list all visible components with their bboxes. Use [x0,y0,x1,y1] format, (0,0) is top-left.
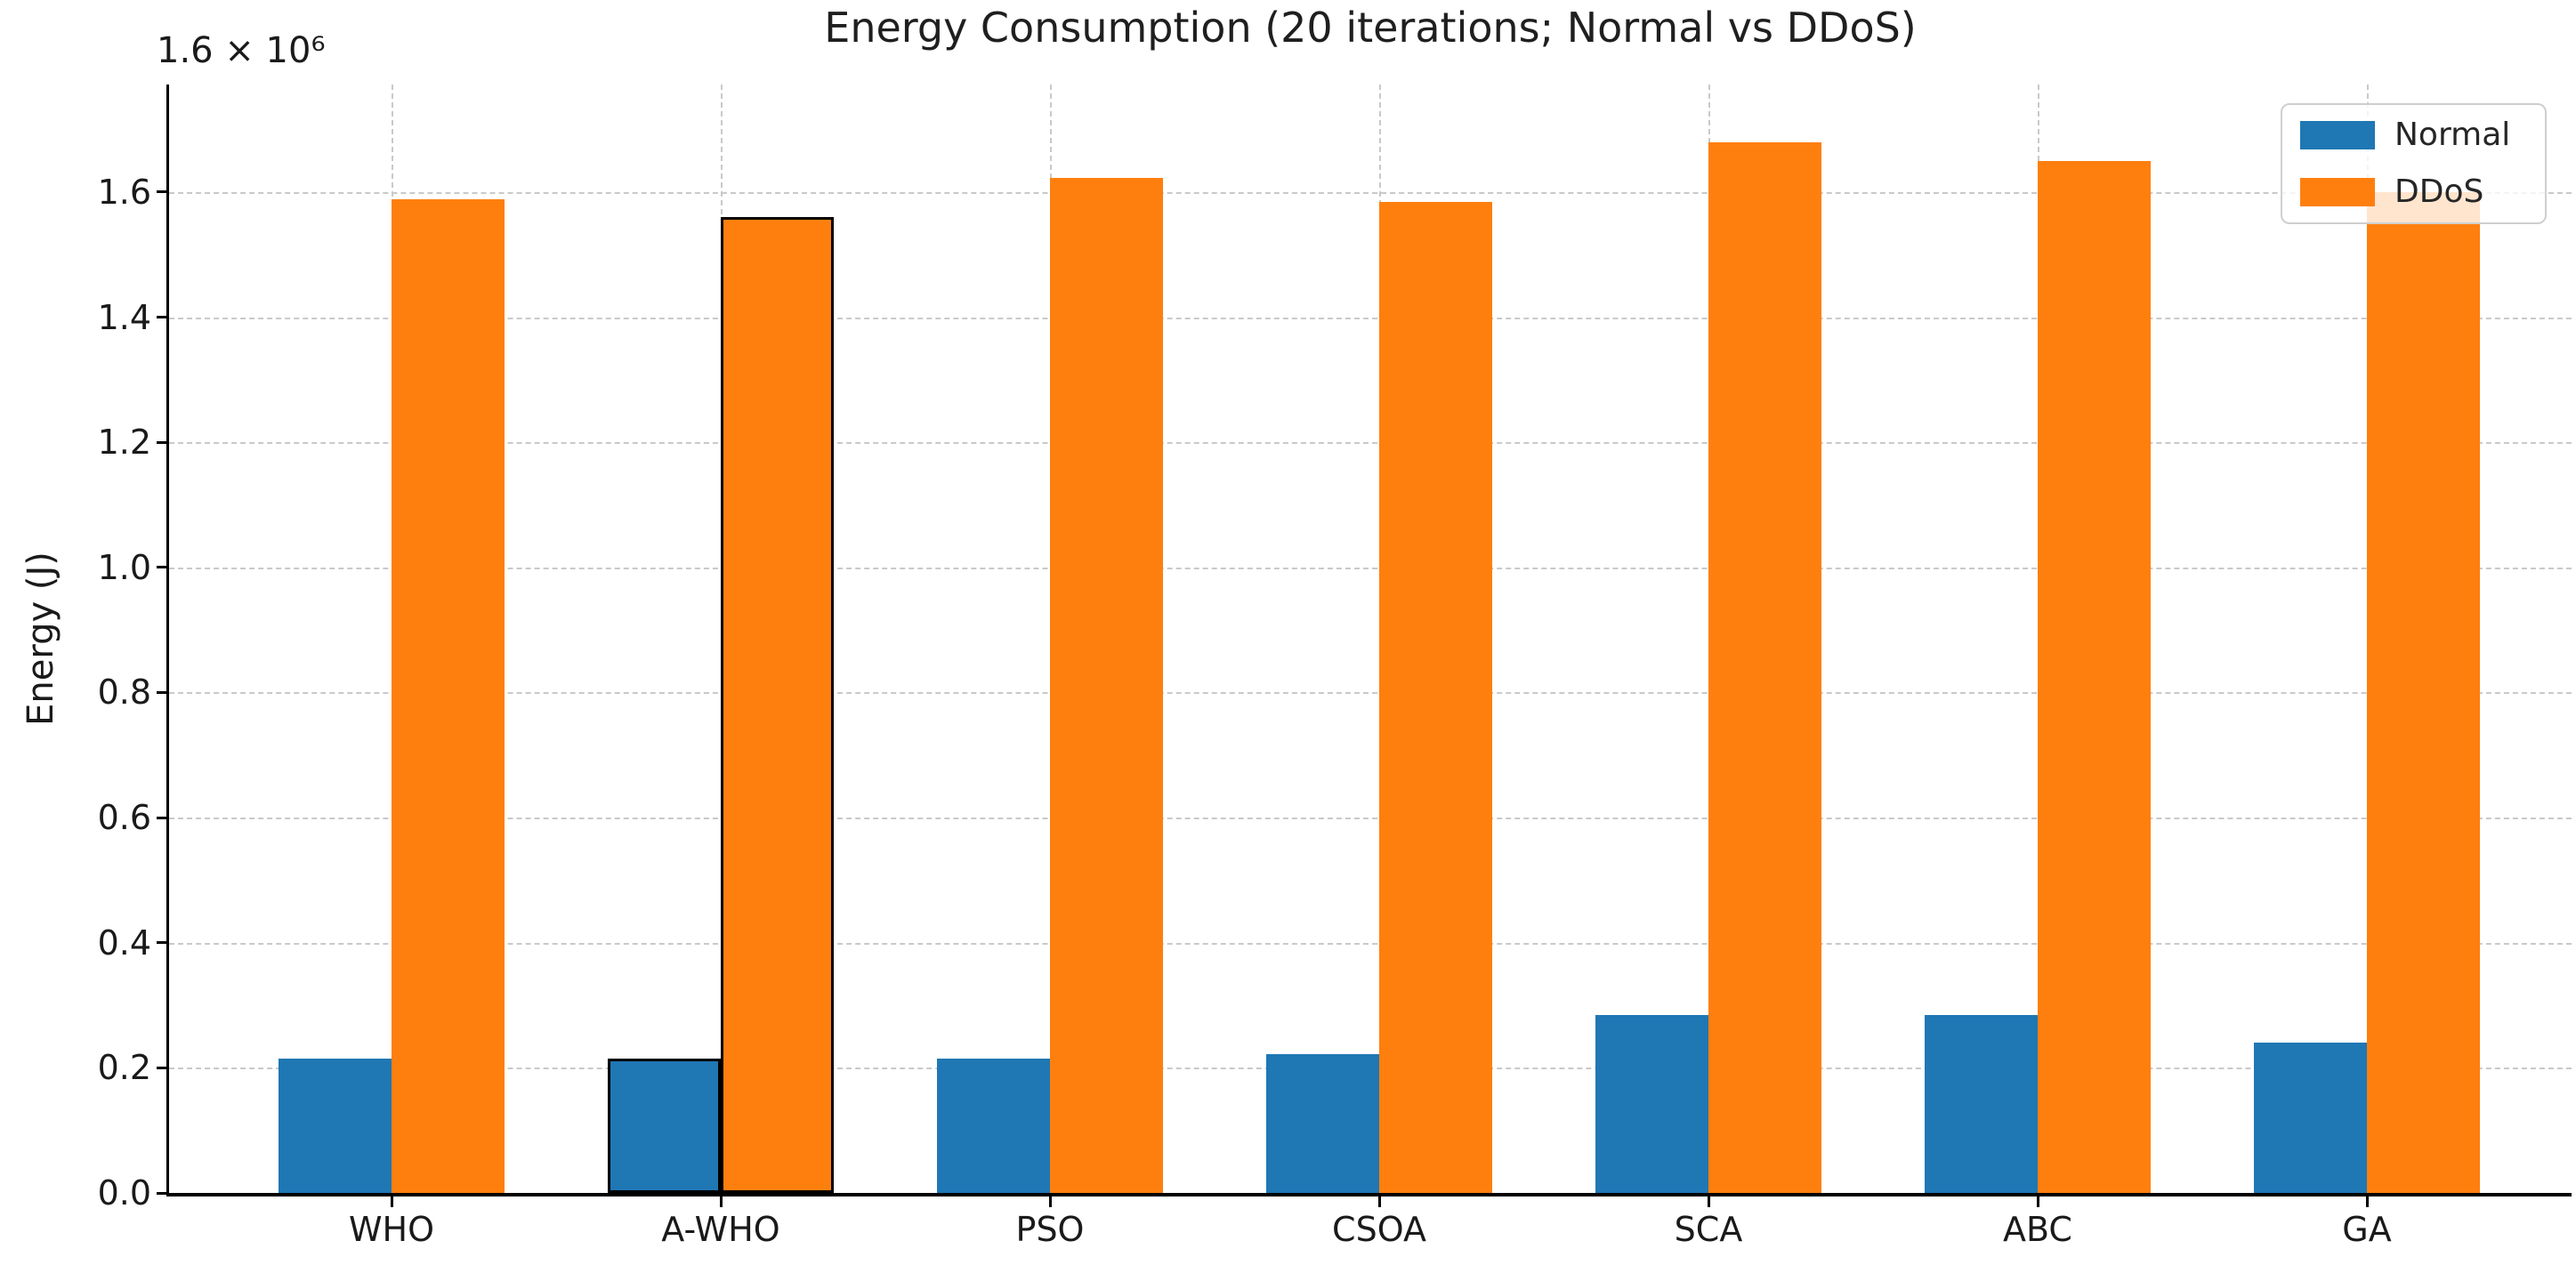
y-tick-label: 0.0 [97,1173,151,1213]
y-tick-mark [157,1191,169,1195]
bar-ddos-a-who [721,217,834,1193]
x-tick-label-ga: GA [2342,1210,2392,1249]
horizontal-gridline [169,442,2572,445]
bar-normal-a-who [608,1058,721,1193]
legend-entry-ddos: DDoS [2300,176,2527,208]
horizontal-gridline [169,317,2572,319]
bar-ddos-pso [1050,178,1163,1193]
horizontal-gridline [169,942,2572,945]
horizontal-gridline [169,191,2572,194]
y-tick-label: 0.8 [97,673,151,713]
plot-area [169,85,2572,1193]
x-tick-label-sca: SCA [1674,1210,1743,1249]
y-tick-mark [157,816,169,819]
x-tick-mark [1048,1196,1052,1207]
y-tick-mark [157,941,169,945]
y-tick-mark [157,566,169,569]
bar-normal-abc [1925,1014,2038,1193]
x-tick-label-who: WHO [348,1210,435,1249]
x-tick-mark [390,1196,393,1207]
x-tick-mark [1707,1196,1710,1207]
horizontal-gridline [169,692,2572,695]
x-tick-label-pso: PSO [1015,1210,1085,1249]
y-axis-spine [166,85,169,1196]
legend-entry-normal: Normal [2300,119,2527,151]
chart-title: Energy Consumption (20 iterations; Norma… [824,4,1917,52]
bar-normal-sca [1595,1014,1708,1193]
x-tick-mark [719,1196,723,1207]
y-tick-label: 1.2 [97,423,151,463]
y-tick-mark [157,190,169,194]
legend-label-normal: Normal [2394,117,2511,153]
x-tick-label-csoa: CSOA [1332,1210,1426,1249]
y-axis-offset-text: 1.6 × 10⁶ [157,30,326,71]
x-tick-mark [2365,1196,2369,1207]
x-tick-mark [2036,1196,2039,1207]
y-tick-mark [157,440,169,444]
bar-ddos-sca [1708,141,1821,1193]
legend-swatch-normal [2300,121,2375,149]
horizontal-gridline [169,567,2572,569]
y-tick-label: 1.6 [97,172,151,212]
y-tick-label: 0.6 [97,798,151,838]
x-axis-spine [166,1193,2572,1196]
bar-normal-who [279,1058,392,1193]
legend: Normal DDoS [2281,103,2547,224]
horizontal-gridline [169,818,2572,820]
y-tick-label: 0.2 [97,1048,151,1088]
bar-ddos-abc [2038,160,2151,1193]
y-tick-label: 1.4 [97,297,151,337]
legend-label-ddos: DDoS [2394,173,2484,210]
bar-normal-pso [937,1058,1050,1193]
bar-normal-csoa [1266,1053,1379,1193]
bar-normal-ga [2254,1043,2367,1193]
x-tick-label-a-who: A-WHO [661,1210,780,1249]
x-tick-label-abc: ABC [2003,1210,2072,1249]
y-tick-mark [157,316,169,319]
y-tick-label: 0.4 [97,923,151,963]
bar-ddos-csoa [1379,201,1492,1193]
y-tick-mark [157,690,169,694]
bar-ddos-who [392,199,505,1193]
bar-ddos-ga [2367,191,2480,1193]
legend-swatch-ddos [2300,178,2375,206]
y-tick-label: 1.0 [97,547,151,587]
y-tick-mark [157,1066,169,1069]
x-tick-mark [1377,1196,1381,1207]
